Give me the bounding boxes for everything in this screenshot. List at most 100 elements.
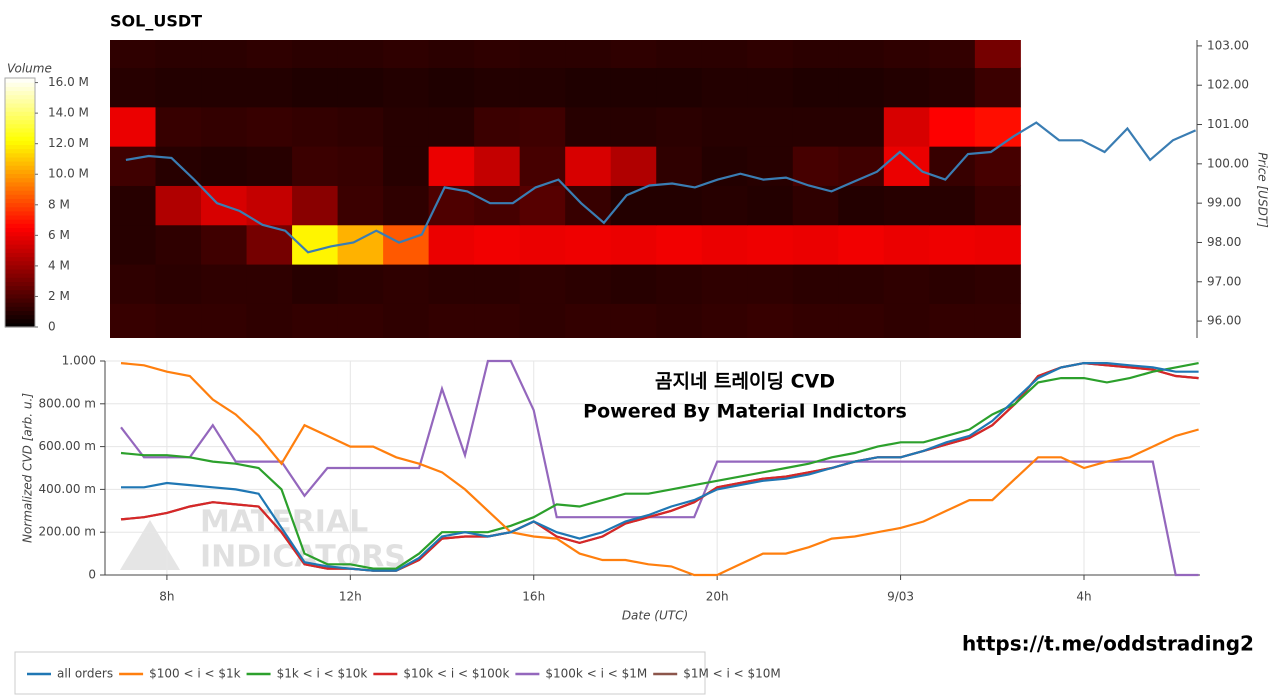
y-tick-label: 100.00	[1207, 156, 1249, 170]
heatmap	[110, 40, 1021, 338]
colorbar-segment	[5, 148, 35, 154]
heatmap-cell	[656, 224, 703, 265]
heatmap-cell	[838, 106, 885, 147]
heatmap-cell	[929, 67, 976, 108]
heatmap-cell	[565, 106, 612, 147]
colorbar-segment	[5, 94, 35, 100]
colorbar-segment	[5, 318, 35, 324]
colorbar-segment	[5, 297, 35, 303]
link: https://t.me/oddstrading2	[962, 632, 1254, 656]
heatmap-cell	[929, 303, 976, 338]
heatmap-cell	[701, 303, 748, 338]
heatmap-cell	[519, 67, 566, 108]
y-tick-label: 98.00	[1207, 235, 1241, 249]
heatmap-cell	[792, 67, 839, 108]
heatmap-cell	[747, 40, 794, 69]
heatmap-cell	[155, 224, 202, 265]
heatmap-cell	[792, 224, 839, 265]
heatmap-cell	[155, 185, 202, 226]
colorbar-segment	[5, 181, 35, 187]
heatmap-cell	[838, 67, 885, 108]
heatmap-cell	[610, 224, 657, 265]
heatmap-cell	[428, 40, 475, 69]
colorbar-segment	[5, 264, 35, 270]
colorbar-segment	[5, 219, 35, 224]
y-tick-label: 1.000	[62, 354, 96, 368]
heatmap-cell	[292, 146, 339, 186]
heatmap-cell	[838, 40, 885, 69]
heatmap-cell	[883, 106, 930, 147]
colorbar-segment	[5, 78, 35, 83]
heatmap-cell	[974, 303, 1021, 338]
heatmap-cell	[929, 106, 976, 147]
heatmap-cell	[610, 264, 657, 304]
colorbar-segment	[5, 239, 35, 245]
colorbar-segment	[5, 285, 35, 291]
colorbar-segment	[5, 102, 35, 108]
legend-label: $1M < i < $10M	[683, 667, 781, 681]
heatmap-cell	[747, 224, 794, 265]
colorbar-tick-label: 16.0 M	[48, 75, 89, 89]
heatmap-cell	[383, 40, 430, 69]
heatmap-cell	[201, 264, 248, 304]
x-tick-label: 8h	[159, 590, 174, 604]
heatmap-cell	[246, 303, 293, 338]
heatmap-cell	[201, 224, 248, 265]
colorbar-title: Volume	[7, 62, 52, 76]
heatmap-cell	[246, 264, 293, 304]
heatmap-cell	[155, 264, 202, 304]
colorbar-segment	[5, 198, 35, 204]
colorbar-segment	[5, 260, 35, 266]
colorbar-tick-label: 14.0 M	[48, 106, 89, 120]
colorbar-segment	[5, 202, 35, 208]
heatmap-cell	[610, 303, 657, 338]
heatmap-cell	[383, 146, 430, 186]
colorbar-tick-label: 12.0 M	[48, 136, 89, 150]
watermark: MATERIAL INDICATORS	[120, 505, 406, 575]
heatmap-cell	[656, 303, 703, 338]
heatmap-cell	[110, 146, 157, 186]
legend-label: $10k < i < $100k	[403, 667, 509, 681]
heatmap-cell	[747, 106, 794, 147]
heatmap-cell	[428, 303, 475, 338]
colorbar-segment	[5, 314, 35, 320]
y-tick-label: 103.00	[1207, 38, 1249, 52]
chart-subtitle: Powered By Material Indictors	[583, 401, 907, 423]
heatmap-cell	[292, 40, 339, 69]
y-tick-label: 800.00 m	[39, 396, 97, 410]
x-axis-title: Date (UTC)	[622, 609, 688, 623]
legend-label: $100 < i < $1k	[149, 667, 241, 681]
heatmap-cell	[929, 146, 976, 186]
colorbar-frame	[4, 77, 36, 328]
colorbar-segment	[5, 82, 35, 87]
heatmap-cell	[929, 185, 976, 226]
colorbar-segment	[5, 310, 35, 316]
heatmap-cell	[883, 224, 930, 265]
colorbar-segment	[5, 223, 35, 228]
colorbar-segment	[5, 107, 35, 112]
heatmap-cell	[701, 40, 748, 69]
colorbar-tick-label: 0	[48, 320, 56, 334]
cvd-line	[121, 362, 1199, 572]
heatmap-cell	[792, 146, 839, 186]
heatmap-cell	[701, 264, 748, 304]
y-tick-label: 97.00	[1207, 274, 1241, 288]
heatmap-cell	[110, 67, 157, 108]
colorbar-segment	[5, 322, 35, 328]
y-tick-label: 99.00	[1207, 196, 1241, 210]
colorbar-segment	[5, 169, 35, 175]
heatmap-cell	[246, 40, 293, 69]
heatmap-cell	[337, 185, 384, 226]
heatmap-cell	[428, 224, 475, 265]
colorbar-segment	[5, 206, 35, 212]
heatmap-cell	[792, 106, 839, 147]
heatmap-cell	[337, 106, 384, 147]
heatmap-cell	[792, 40, 839, 69]
colorbar-tick-label: 10.0 M	[48, 167, 89, 181]
colorbar-segment	[5, 177, 35, 183]
colorbar-segment	[5, 231, 35, 237]
heatmap-cell	[929, 264, 976, 304]
heatmap-cell	[565, 185, 612, 226]
heatmap-cell	[656, 185, 703, 226]
